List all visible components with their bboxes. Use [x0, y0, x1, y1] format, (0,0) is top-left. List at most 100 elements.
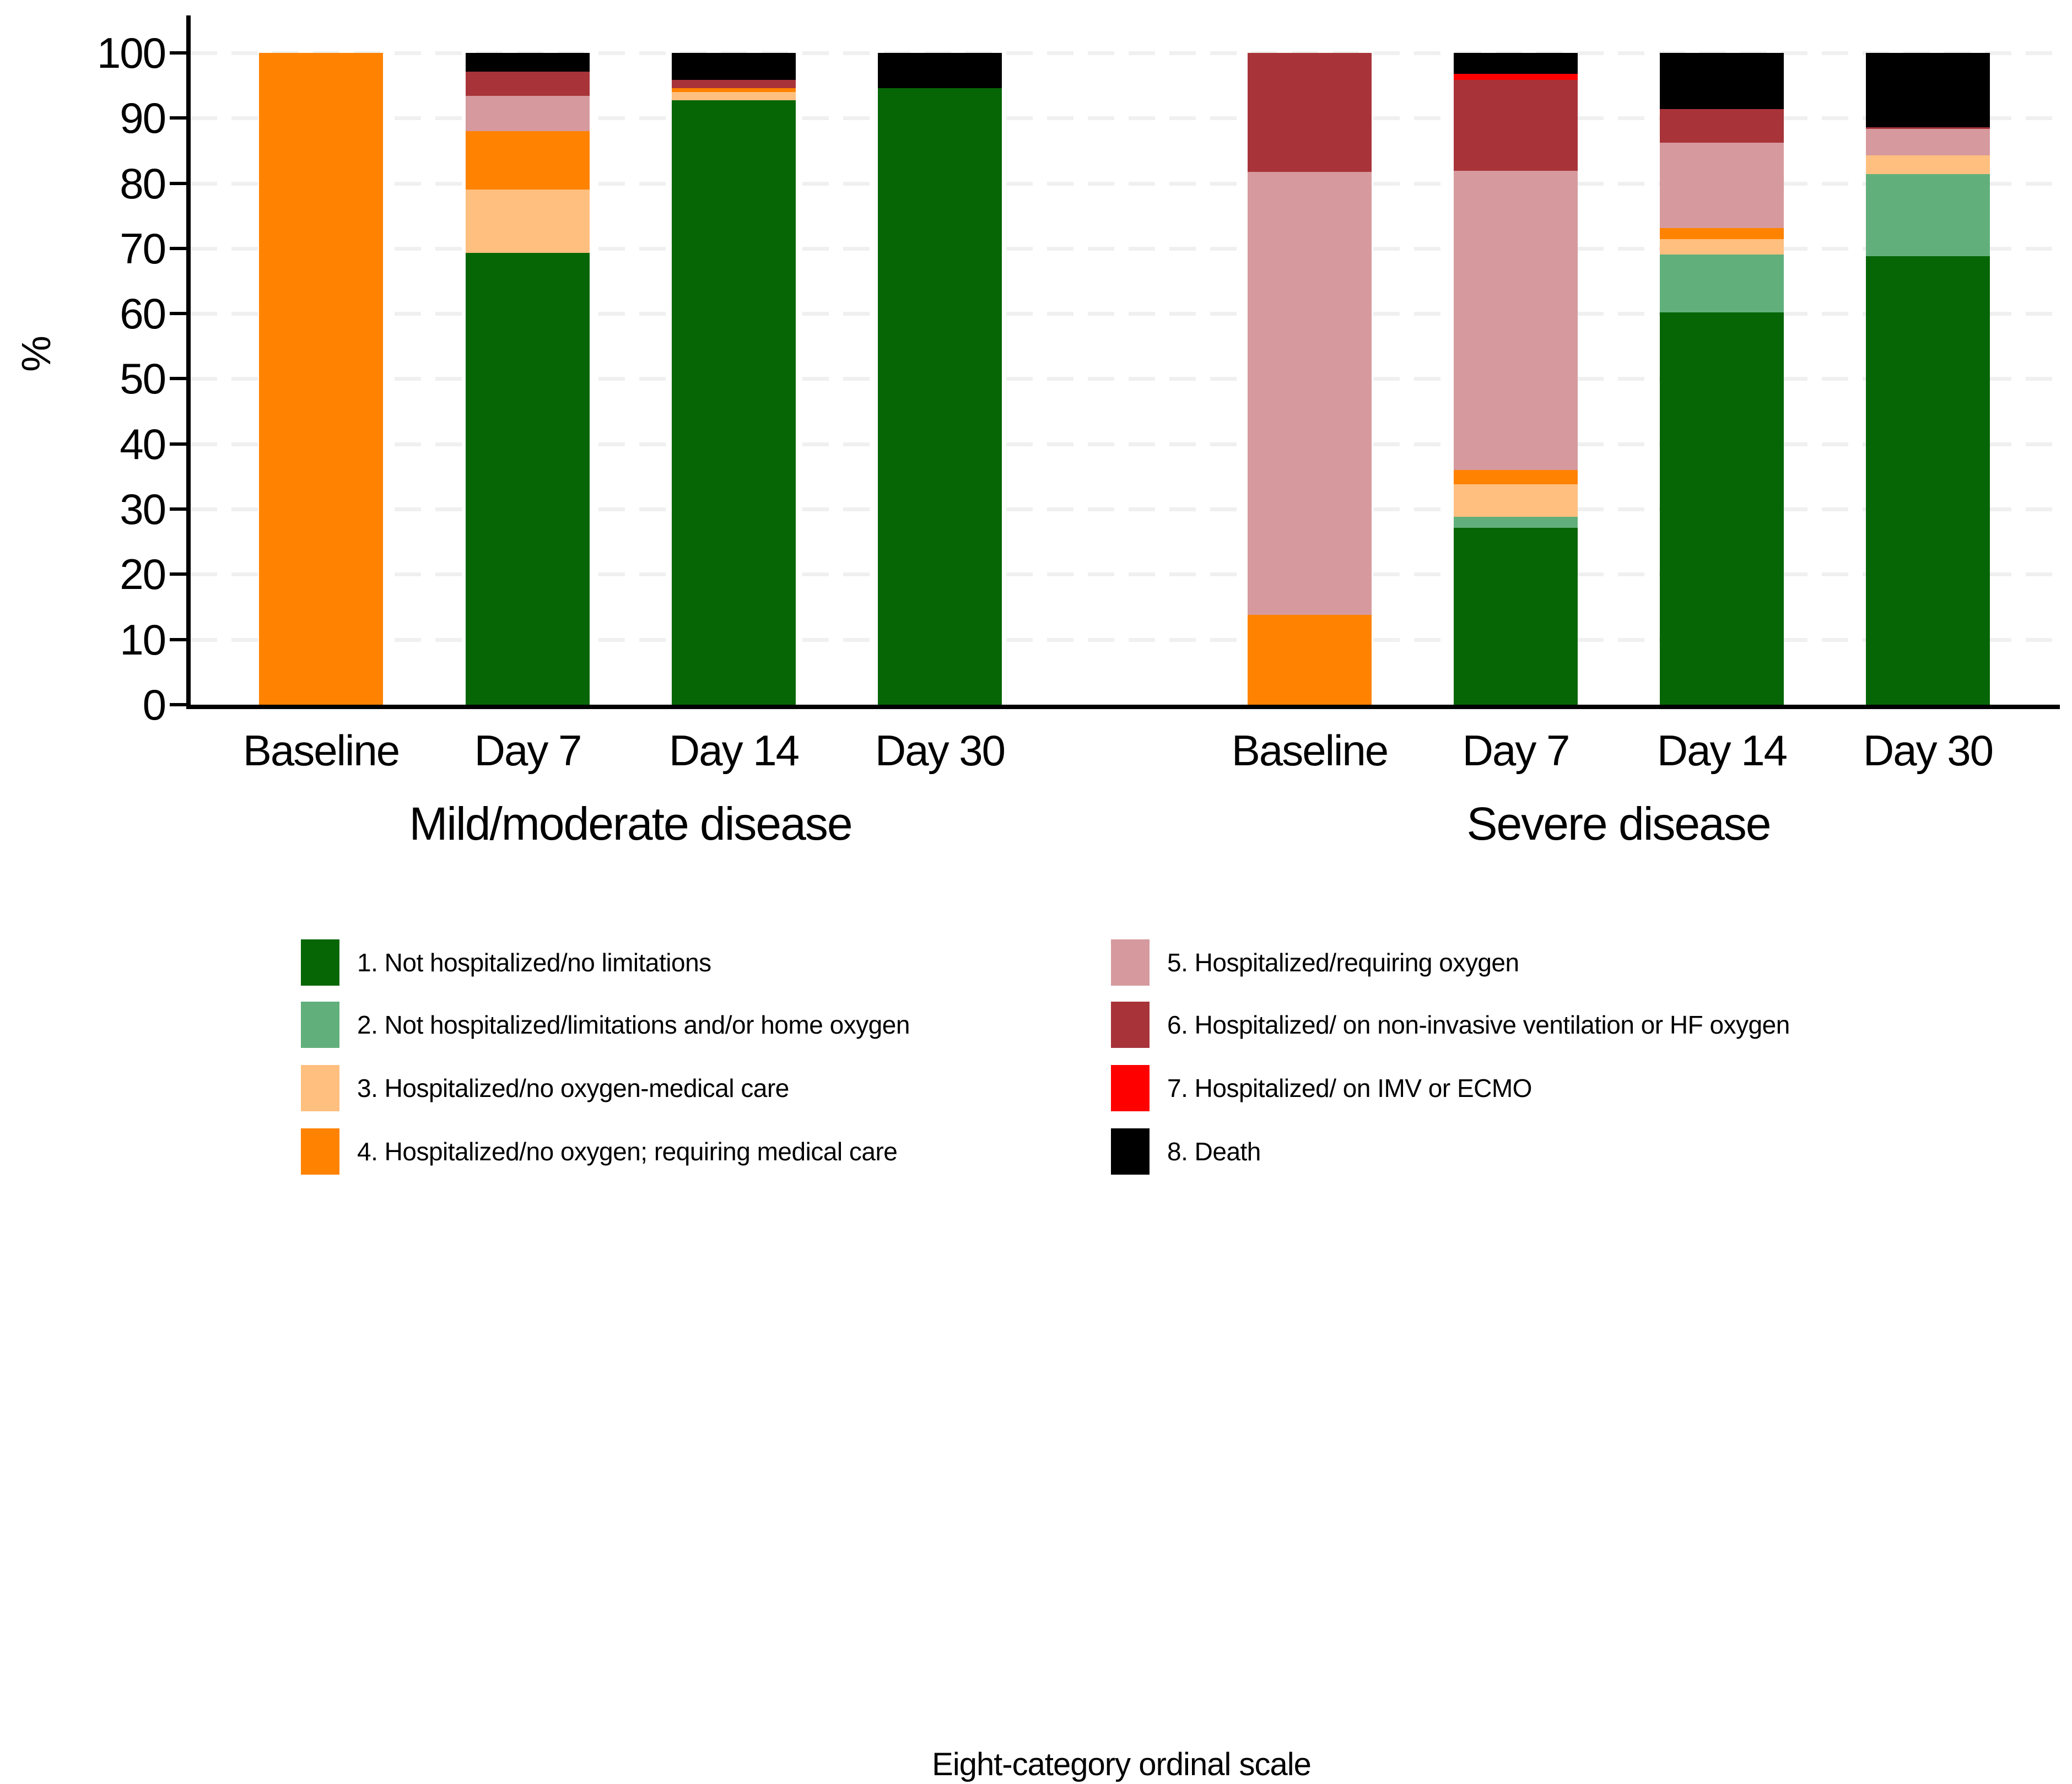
legend-swatch: [301, 1128, 339, 1175]
bar-segment-cat3: [1660, 239, 1784, 255]
bar-mild-moderate-disease-day-30: [878, 0, 1002, 705]
x-tick-label: Day 7: [1462, 726, 1571, 775]
x-tick-label: Day 7: [474, 726, 582, 775]
legend-label: 7. Hospitalized/ on IMV or ECMO: [1167, 1074, 1532, 1102]
bar-segment-cat7: [1454, 74, 1578, 80]
bar-segment-cat1: [1660, 312, 1784, 705]
x-tick-label: Day 14: [668, 726, 800, 775]
legend-swatch: [1111, 939, 1150, 986]
y-tick: [170, 247, 188, 250]
x-tick-label: Baseline: [1231, 726, 1389, 775]
y-tick: [170, 51, 188, 55]
bar-segment-cat2: [1454, 517, 1578, 528]
legend-label: 3. Hospitalized/no oxygen-medical care: [357, 1074, 789, 1102]
bar-segment-cat8: [1660, 53, 1784, 109]
bar-segment-cat8: [466, 53, 590, 72]
bar-mild-moderate-disease-baseline: [259, 0, 383, 705]
bar-segment-cat6: [1248, 53, 1372, 172]
legend-label: 4. Hospitalized/no oxygen; requiring med…: [357, 1137, 898, 1166]
bar-segment-cat6: [1454, 80, 1578, 171]
grid-line: [191, 638, 2060, 642]
legend-swatch: [1111, 1065, 1150, 1111]
legend-label: 8. Death: [1167, 1137, 1261, 1166]
y-tick: [170, 703, 188, 706]
grid-line: [191, 507, 2060, 511]
bar-segment-cat8: [1454, 53, 1578, 74]
x-tick-label: Day 30: [875, 726, 1006, 775]
y-tick-label: 20: [120, 550, 166, 598]
legend-items: 1. Not hospitalized/no limitations 2. Not…: [0, 859, 2072, 1186]
bar-segment-cat4: [466, 131, 590, 190]
group-label: Severe disease: [1466, 798, 1771, 850]
bar-segment-cat1: [1454, 528, 1578, 705]
grid-line: [191, 247, 2060, 251]
legend-swatch: [301, 939, 339, 986]
bar-severe-disease-day-7: [1454, 0, 1578, 705]
y-tick-label: 100: [96, 29, 166, 77]
y-tick-label: 30: [120, 485, 166, 533]
plot-area: 0 10 20 30 40 50 60 70 80 90 100 Baseline Day 7 Day 1…: [0, 0, 2072, 859]
legend-swatch: [301, 1065, 339, 1111]
grid-line: [191, 377, 2060, 381]
y-axis-line: [186, 15, 191, 709]
bar-segment-cat2: [1660, 255, 1784, 312]
bar-segment-cat5: [1454, 171, 1578, 470]
grid-line: [191, 442, 2060, 446]
legend-label: 2. Not hospitalized/limitations and/or h…: [357, 1010, 910, 1039]
legend-swatch: [301, 1002, 339, 1048]
bar-segment-cat6: [466, 72, 590, 96]
bar-segment-cat4: [1660, 228, 1784, 239]
legend-title: Eight-category ordinal scale: [932, 1747, 1312, 1782]
bar-segment-cat5: [1248, 172, 1372, 615]
grid-line: [191, 312, 2060, 316]
bar-segment-cat5: [1866, 129, 1990, 155]
x-tick-label: Day 14: [1656, 726, 1788, 775]
x-tick-label: Day 30: [1863, 726, 1994, 775]
bar-severe-disease-baseline: [1248, 0, 1372, 705]
bar-segment-cat8: [672, 53, 796, 80]
y-tick-label: 40: [120, 420, 166, 468]
y-tick: [170, 572, 188, 576]
y-tick-label: 0: [142, 680, 166, 729]
legend-swatch: [1111, 1002, 1150, 1048]
grid-line: [191, 182, 2060, 186]
y-tick: [170, 442, 188, 446]
bar-segment-cat6: [672, 80, 796, 88]
bar-segment-cat1: [672, 100, 796, 705]
bar-segment-cat1: [878, 88, 1002, 705]
y-tick-label: 90: [120, 94, 166, 142]
bar-segment-cat3: [466, 190, 590, 253]
bar-segment-cat3: [1866, 155, 1990, 174]
bar-severe-disease-day-14: [1660, 0, 1784, 705]
y-tick: [170, 116, 188, 120]
legend: Eight-category ordinal scale 1. Not hosp…: [0, 859, 2072, 1782]
bar-segment-cat5: [1660, 143, 1784, 228]
bar-severe-disease-day-30: [1866, 0, 1990, 705]
legend-swatch: [1111, 1128, 1150, 1175]
y-tick-label: 50: [120, 354, 166, 403]
bar-segment-cat6: [1660, 109, 1784, 143]
bar-segment-cat4: [259, 53, 383, 705]
grid-line: [191, 572, 2060, 576]
bar-segment-cat4: [1454, 470, 1578, 484]
legend-label: 5. Hospitalized/requiring oxygen: [1167, 948, 1519, 977]
bar-segment-cat1: [466, 253, 590, 705]
y-tick-label: 60: [120, 289, 166, 338]
grid-line: [191, 51, 2060, 55]
bar-segment-cat8: [1866, 53, 1990, 127]
y-tick-label: 70: [120, 224, 166, 273]
bar-segment-cat6: [1866, 127, 1990, 129]
group-label: Mild/moderate disease: [409, 798, 852, 850]
bar-segment-cat3: [1454, 484, 1578, 517]
bar-segment-cat4: [672, 88, 796, 92]
y-tick: [170, 507, 188, 511]
bar-segment-cat4: [1248, 615, 1372, 705]
grid-line: [191, 116, 2060, 120]
bar-mild-moderate-disease-day-14: [672, 0, 796, 705]
bar-segment-cat3: [672, 92, 796, 100]
legend-label: 1. Not hospitalized/no limitations: [357, 948, 711, 977]
bar-segment-cat2: [1866, 174, 1990, 256]
y-tick: [170, 182, 188, 185]
bar-segment-cat5: [466, 96, 590, 131]
